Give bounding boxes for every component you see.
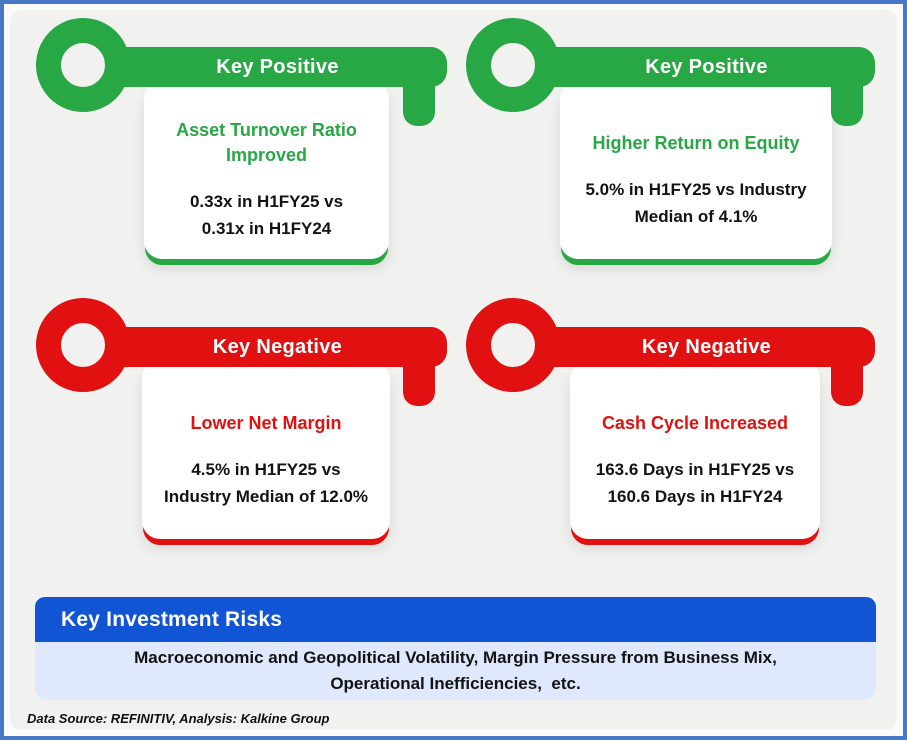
card-title: Asset Turnover Ratio Improved: [176, 120, 357, 165]
card-title: Cash Cycle Increased: [601, 412, 789, 433]
insight-card: Higher Return on Equity 5.0% in H1FY25 v…: [560, 81, 832, 259]
key-ring-icon: [36, 298, 130, 392]
key-ring-icon: [466, 18, 560, 112]
card-body-line: 0.31x in H1FY24: [201, 219, 332, 238]
key-negative-block-1: Key Negative Lower Net Margin 4.5% in H1…: [34, 298, 447, 568]
key-positive-block-2: Key Positive Higher Return on Equity 5.0…: [464, 18, 875, 288]
card-body-line: 0.33x in H1FY25 vs: [189, 192, 344, 211]
card-body: 4.5% in H1FY25 vs Industry Median of 12.…: [164, 456, 368, 510]
key-badge-label: Key Positive: [216, 55, 339, 78]
card-body-line: 4.5% in H1FY25 vs: [191, 459, 341, 479]
key-shaft: Key Negative: [108, 327, 447, 367]
card-title: Higher Return on Equity: [592, 132, 800, 153]
insight-card: Lower Net Margin 4.5% in H1FY25 vs Indus…: [142, 361, 390, 539]
key-shaft: Key Positive: [108, 47, 447, 87]
card-title: Lower Net Margin: [190, 412, 342, 433]
key-badge-label: Key Positive: [645, 55, 768, 78]
card-body-line: Industry Median of 12.0%: [163, 486, 369, 506]
key-shaft: Key Positive: [538, 47, 875, 87]
key-shaft: Key Negative: [538, 327, 875, 367]
risks-line: Macroeconomic and Geopolitical Volatilit…: [134, 648, 777, 667]
card-body: 0.33x in H1FY25 vs 0.31x in H1FY24: [190, 188, 343, 242]
card-body-line: 163.6 Days in H1FY25 vs: [595, 459, 795, 479]
card-body: 5.0% in H1FY25 vs Industry Median of 4.1…: [585, 176, 806, 230]
key-positive-block-1: Key Positive Asset Turnover Ratio Improv…: [34, 18, 447, 288]
key-ring-icon: [36, 18, 130, 112]
risks-title: Key Investment Risks: [61, 607, 283, 631]
data-source-note: Data Source: REFINITIV, Analysis: Kalkin…: [27, 711, 330, 726]
key-ring-icon: [466, 298, 560, 392]
key-negative-block-2: Key Negative Cash Cycle Increased 163.6 …: [464, 298, 875, 568]
key-badge-label: Key Negative: [212, 335, 343, 358]
card-body-line: 160.6 Days in H1FY24: [607, 486, 783, 506]
card-body-line: Median of 4.1%: [634, 206, 758, 226]
card-body: 163.6 Days in H1FY25 vs 160.6 Days in H1…: [596, 456, 794, 510]
risks-header: Key Investment Risks: [35, 597, 876, 642]
insight-card: Cash Cycle Increased 163.6 Days in H1FY2…: [570, 361, 820, 539]
risks-line: Operational Inefficiencies, etc.: [330, 674, 581, 693]
card-body-line: 5.0% in H1FY25 vs Industry: [585, 179, 807, 199]
insight-card: Asset Turnover Ratio Improved 0.33x in H…: [144, 81, 389, 259]
key-badge-label: Key Negative: [641, 335, 772, 358]
risks-body: Macroeconomic and Geopolitical Volatilit…: [35, 642, 876, 700]
